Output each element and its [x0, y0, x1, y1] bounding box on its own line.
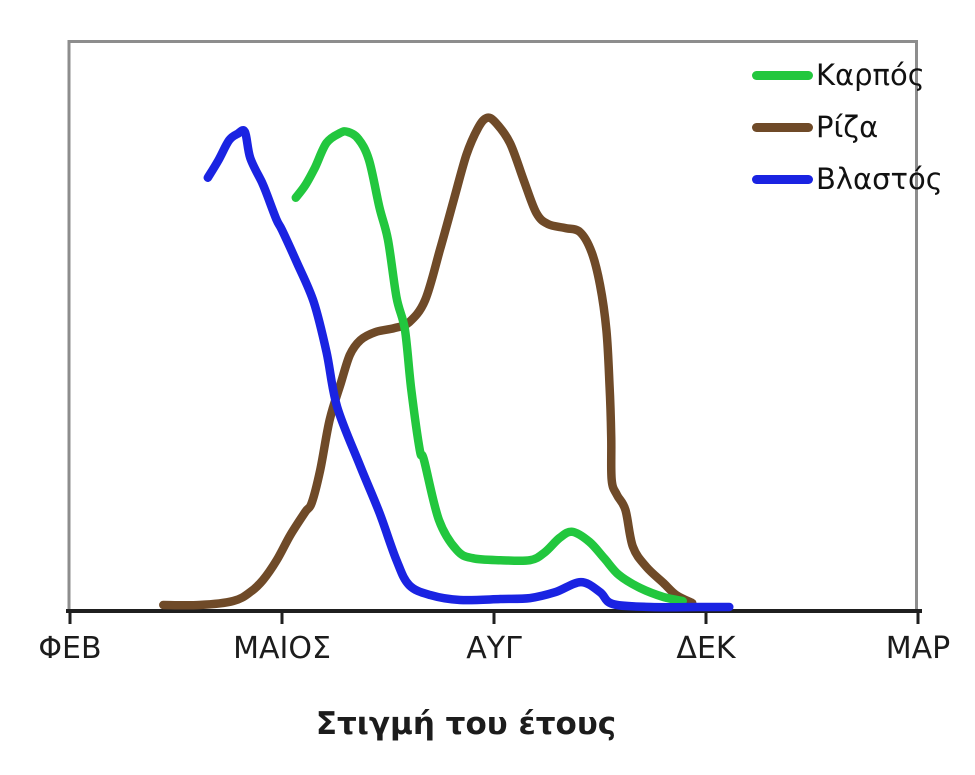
series-line-2	[203, 126, 734, 612]
legend-label: Βλαστός	[816, 162, 943, 196]
x-tick-label-0: ΦΕΒ	[38, 631, 102, 666]
legend: Καρπός Ρίζα Βλαστός	[752, 49, 943, 205]
legend-label: Καρπός	[816, 58, 925, 92]
legend-item-1: Ρίζα	[752, 101, 943, 153]
legend-item-0: Καρπός	[752, 49, 943, 101]
x-tick-label-4: ΜΑΡ	[885, 631, 951, 666]
legend-item-2: Βλαστός	[752, 153, 943, 205]
plot-frame	[67, 40, 918, 611]
legend-swatch-icon	[752, 174, 813, 184]
x-tick-label-3: ΔΕΚ	[676, 631, 736, 666]
x-tick-label-1: ΜΑΙΟΣ	[233, 631, 331, 666]
legend-label: Ρίζα	[816, 110, 879, 144]
series-line-1	[159, 113, 697, 610]
series-line-0	[291, 127, 687, 606]
legend-swatch-icon	[752, 122, 813, 132]
legend-swatch-icon	[752, 70, 813, 80]
x-axis-title: Στιγμή του έτους	[315, 706, 617, 742]
x-tick-label-2: ΑΥΓ	[466, 631, 522, 666]
